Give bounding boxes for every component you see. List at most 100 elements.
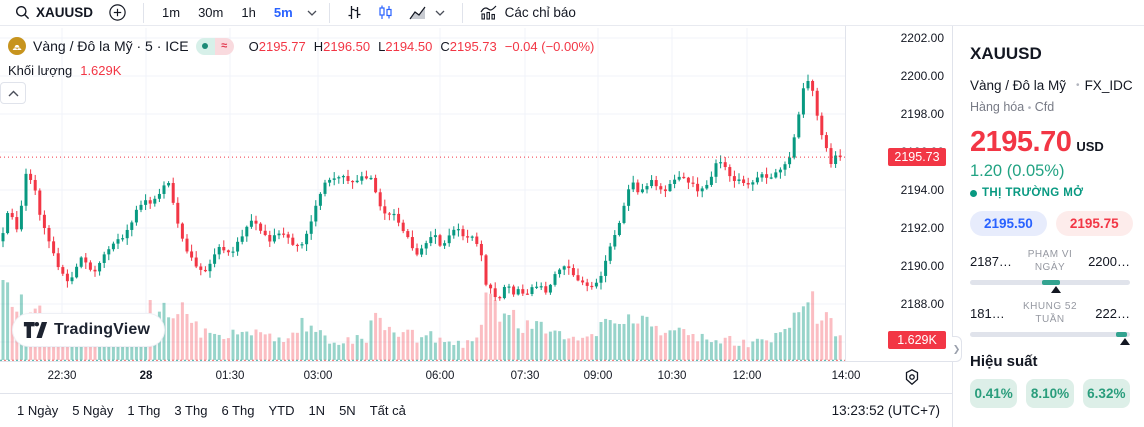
interval-1h[interactable]: 1h (241, 5, 256, 20)
week52-low: 181… (970, 306, 1005, 321)
range-button-3month[interactable]: 3 Thg (174, 403, 208, 418)
sidebar-instrument-type: Cfd (1034, 100, 1055, 114)
toolbar-separator (328, 2, 330, 23)
price-tick: 2198.00 (900, 107, 944, 121)
symbol-detail-sidebar: ❯ XAUUSD Vàng / Đô la Mỹ • FX_IDC Hàng h… (952, 26, 1144, 427)
day-range-segment (1042, 280, 1060, 285)
time-tick: 06:00 (425, 370, 455, 382)
legend-collapse-button[interactable] (0, 82, 26, 104)
top-toolbar: XAUUSD 1m 30m 1h 5m Các chỉ báo (0, 0, 1144, 26)
last-price-flag: 2195.73 (888, 148, 946, 167)
week52-label: KHUNG 52 TUẦN (1022, 301, 1077, 325)
open-value: 2195.77 (258, 38, 306, 54)
range-button-5day[interactable]: 5 Ngày (72, 403, 114, 418)
time-tick: 14:00 (831, 370, 861, 382)
sidebar-symbol: XAUUSD (970, 44, 1042, 63)
day-range-label: PHẠM VI NGÀY (1027, 249, 1073, 273)
market-status-chips[interactable]: ≈ (195, 37, 234, 55)
sidebar-collapse-handle[interactable]: ❯ (952, 336, 962, 362)
interval-30m[interactable]: 30m (198, 5, 224, 20)
volume-value: 1.629K (80, 62, 122, 78)
interval-1m[interactable]: 1m (162, 5, 181, 20)
time-tick: 07:30 (510, 370, 540, 382)
indicators-icon (480, 5, 497, 20)
chart-style-bars-button[interactable] (342, 1, 367, 25)
symbol-search-label: XAUUSD (36, 5, 94, 20)
week52-range-bar (970, 332, 1131, 345)
time-tick: 28 (139, 370, 153, 382)
sidebar-symbol-name: Vàng / Đô la Mỹ (970, 78, 1067, 93)
performance-title: Hiệu suất (970, 353, 1038, 370)
performance-pill-1: 0.41% (970, 379, 1018, 408)
chevron-up-icon (8, 90, 18, 96)
ohlc-values: O2195.77 H2196.50 L2194.50 C2195.73 −0.0… (249, 39, 595, 54)
range-button-1month[interactable]: 1 Thg (127, 403, 161, 418)
gold-symbol-icon (8, 37, 26, 55)
market-open-dot-chip (195, 37, 215, 55)
interval-menu-caret[interactable] (307, 10, 317, 16)
legend-symbol-title[interactable]: Vàng / Đô la Mỹ · 5 · ICE (33, 38, 189, 54)
chart-region: 2202.002200.002198.002196.002194.002192.… (0, 26, 952, 427)
chart-legend: Vàng / Đô la Mỹ · 5 · ICE ≈ O2195.77 H21… (8, 36, 594, 79)
indicators-label: Các chỉ báo (504, 5, 576, 20)
tradingview-mark-icon (23, 321, 48, 339)
last-volume-flag: 1.629K (888, 331, 946, 349)
day-range-bar (970, 280, 1130, 293)
range-button-all[interactable]: Tất cả (369, 403, 406, 418)
chevron-down-icon (307, 10, 317, 16)
plus-circle-icon (109, 4, 126, 21)
indicators-button[interactable]: Các chỉ báo (475, 1, 581, 25)
close-label: C (440, 38, 450, 54)
style-menu-caret[interactable] (435, 10, 445, 16)
sidebar-currency: USD (1076, 139, 1104, 154)
low-value: 2194.50 (385, 38, 433, 54)
sidebar-exchange: FX_IDC (1084, 78, 1133, 93)
close-value: 2195.73 (449, 38, 497, 54)
open-label: O (248, 38, 259, 54)
chevron-down-icon (435, 10, 445, 16)
range-button-6month[interactable]: 6 Thg (221, 403, 255, 418)
chart-style-area-button[interactable] (404, 1, 450, 25)
price-tick: 2200.00 (900, 69, 944, 83)
candles-style-icon (379, 5, 392, 19)
high-label: H (313, 38, 324, 54)
tradingview-logo[interactable]: TradingView (12, 313, 166, 347)
range-button-1year[interactable]: 1N (308, 403, 326, 418)
compare-add-button[interactable] (104, 1, 131, 25)
performance-pill-2: 8.10% (1026, 379, 1074, 408)
range-button-5year[interactable]: 5N (339, 403, 356, 418)
bid-price-pill: 2195.50 (970, 211, 1047, 236)
price-tick: 2192.00 (900, 221, 944, 235)
candlestick-chart[interactable] (0, 26, 952, 361)
clock-utc[interactable]: 13:23:52 (UTC+7) (831, 403, 940, 418)
candles (1, 74, 842, 301)
low-label: L (378, 38, 386, 54)
sidebar-category: Hàng hóa (970, 100, 1025, 114)
market-open-dot (970, 189, 977, 197)
time-axis[interactable]: 22:30 28 01:30 03:00 06:00 07:30 09:00 10:30 12:… (0, 361, 952, 393)
time-tick: 09:00 (583, 370, 613, 382)
sidebar-change: 1.20 (0.05%) (970, 162, 1065, 180)
bars-style-icon (348, 6, 361, 19)
volume-label[interactable]: Khối lượng (8, 62, 73, 78)
day-range-marker-icon (1051, 286, 1062, 293)
day-range-high: 2200… (1088, 254, 1130, 269)
time-tick: 01:30 (215, 370, 245, 382)
price-tick: 2190.00 (900, 259, 944, 273)
range-button-ytd[interactable]: YTD (268, 403, 295, 418)
bottom-toolbar: 1 Ngày 5 Ngày 1 Thg 3 Thg 6 Thg YTD 1N 5… (0, 393, 952, 427)
axis-settings-gear-icon[interactable] (903, 368, 921, 386)
interval-5m-selected[interactable]: 5m (273, 5, 293, 20)
symbol-search-button[interactable]: XAUUSD (10, 1, 98, 25)
high-value: 2196.50 (323, 38, 371, 54)
dot-separator: • (1076, 80, 1080, 91)
price-axis[interactable]: 2202.002200.002198.002196.002194.002192.… (845, 26, 952, 361)
sidebar-last-price: 2195.70 (970, 126, 1072, 158)
range-button-1day[interactable]: 1 Ngày (17, 403, 59, 418)
chart-style-candles-button[interactable] (373, 1, 398, 25)
day-range-widget: 2187… PHẠM VI NGÀY 2200… (970, 249, 1130, 293)
performance-pill-3: 6.32% (1082, 379, 1130, 408)
market-status-text: THỊ TRƯỜNG MỞ (982, 187, 1084, 199)
day-range-low: 2187… (970, 254, 1012, 269)
